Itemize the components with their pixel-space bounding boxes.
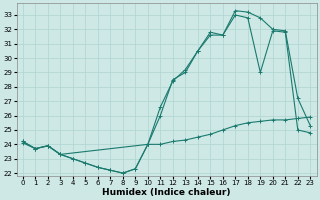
X-axis label: Humidex (Indice chaleur): Humidex (Indice chaleur) bbox=[102, 188, 231, 197]
